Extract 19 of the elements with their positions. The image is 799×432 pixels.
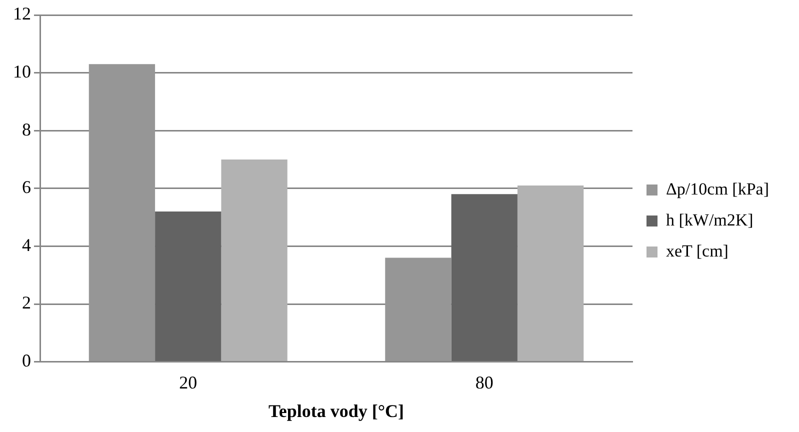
bar: [221, 160, 288, 362]
x-tick-label: 80: [475, 372, 494, 392]
x-tick-label: 20: [179, 372, 198, 392]
y-tick-label: 12: [13, 4, 31, 24]
y-tick-label: 0: [22, 350, 31, 371]
bar: [451, 194, 518, 362]
legend-label: Δp/10cm [kPa]: [666, 179, 770, 198]
x-axis-title: Teplota vody [°C]: [268, 400, 404, 421]
bar: [88, 64, 156, 362]
bar: [155, 212, 222, 362]
y-tick-label: 4: [22, 234, 31, 255]
y-tick-label: 8: [22, 119, 31, 140]
y-tick-label: 6: [22, 177, 31, 198]
bar: [517, 186, 584, 362]
bar: [385, 258, 452, 362]
legend-label: xeT [cm]: [666, 241, 728, 260]
legend-label: h [kW/m2K]: [666, 210, 754, 230]
y-tick-label: 2: [22, 292, 31, 313]
y-tick-label: 10: [13, 62, 31, 82]
